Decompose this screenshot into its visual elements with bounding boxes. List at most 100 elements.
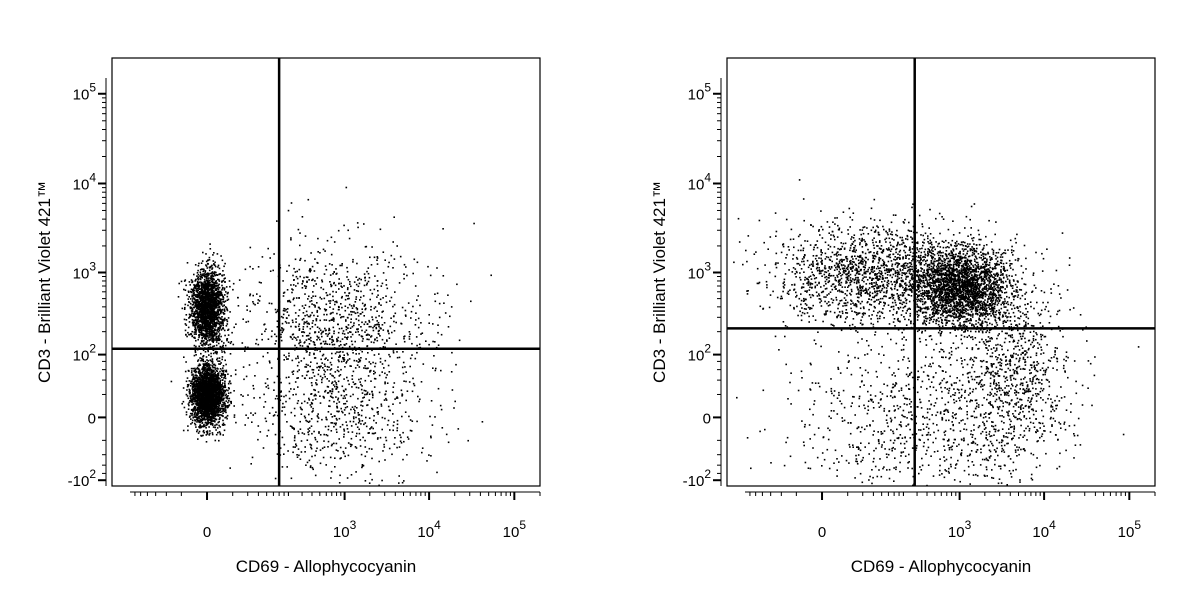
event-dot — [235, 323, 237, 325]
event-dot — [276, 220, 278, 222]
event-dot — [217, 316, 220, 318]
event-dot — [338, 417, 341, 420]
event-dot — [218, 278, 220, 281]
event-dot — [213, 314, 216, 317]
event-dot — [383, 367, 385, 369]
event-dot — [219, 433, 222, 436]
event-dot — [197, 438, 199, 440]
event-dot — [194, 367, 196, 370]
event-dot — [203, 285, 205, 288]
event-dot — [334, 284, 337, 287]
event-dot — [191, 281, 193, 284]
event-dot — [189, 412, 192, 415]
event-dot — [210, 411, 213, 413]
event-dot — [344, 402, 347, 405]
event-dot — [318, 365, 320, 368]
event-dot — [207, 286, 209, 289]
event-dot — [207, 272, 209, 275]
event-dot — [309, 466, 312, 469]
event-dot — [319, 338, 321, 341]
event-dot — [368, 361, 371, 363]
event-dot — [364, 321, 367, 323]
event-dot — [276, 310, 279, 313]
event-dot — [326, 343, 329, 345]
event-dot — [312, 295, 314, 297]
event-dot — [344, 366, 346, 368]
event-dot — [315, 450, 317, 452]
event-dot — [481, 421, 484, 423]
event-dot — [370, 380, 372, 382]
event-dot — [221, 289, 223, 291]
event-dot — [221, 298, 223, 301]
event-dot — [325, 357, 327, 359]
event-dot — [385, 390, 387, 393]
event-dot — [366, 270, 368, 273]
event-dot — [194, 380, 197, 383]
event-dot — [213, 322, 216, 325]
event-dot — [214, 261, 216, 264]
event-dot — [241, 403, 244, 406]
event-dot — [200, 327, 202, 330]
event-dot — [198, 313, 200, 315]
event-dot — [357, 285, 360, 288]
event-dot — [192, 395, 194, 397]
event-dot — [209, 418, 212, 421]
event-dot — [394, 398, 396, 400]
event-dot — [334, 457, 336, 459]
event-dot — [198, 417, 200, 420]
event-dot — [198, 262, 200, 265]
event-dot — [207, 422, 210, 425]
event-dot — [286, 421, 288, 423]
event-dot — [305, 366, 308, 368]
event-dot — [347, 298, 349, 300]
event-dot — [339, 350, 342, 353]
event-dot — [411, 390, 414, 393]
event-dot — [347, 306, 349, 309]
event-dot — [337, 339, 339, 342]
event-dot — [323, 319, 326, 321]
event-dot — [205, 376, 207, 378]
event-dot — [188, 333, 190, 336]
event-dot — [210, 408, 212, 411]
event-dot — [312, 407, 314, 410]
event-dot — [222, 379, 224, 381]
event-dot — [191, 394, 193, 396]
event-dot — [351, 406, 354, 408]
event-dot — [218, 338, 220, 340]
event-dot — [414, 357, 417, 360]
event-dot — [346, 288, 349, 291]
event-dot — [299, 257, 302, 260]
event-dot — [195, 284, 197, 287]
event-dot — [359, 445, 362, 447]
event-dot — [377, 321, 380, 324]
event-dot — [201, 337, 203, 340]
event-dot — [281, 322, 284, 325]
event-dot — [337, 380, 340, 383]
event-dot — [330, 470, 333, 473]
event-dot — [219, 380, 221, 383]
event-dot — [311, 265, 314, 268]
event-dot — [376, 310, 378, 312]
event-dot — [379, 335, 381, 337]
event-dot — [408, 331, 411, 333]
event-dot — [331, 343, 334, 346]
event-dot — [310, 447, 313, 450]
event-dot — [340, 407, 342, 410]
event-dot — [183, 308, 186, 310]
event-dot — [213, 292, 216, 295]
event-dot — [188, 321, 191, 323]
event-dot — [353, 346, 356, 349]
event-dot — [371, 246, 373, 248]
event-dot — [330, 364, 333, 366]
event-dot — [358, 418, 360, 420]
event-dot — [198, 312, 201, 314]
event-dot — [336, 340, 338, 343]
event-dot — [304, 287, 307, 289]
event-dot — [224, 407, 226, 410]
event-dot — [212, 305, 215, 308]
event-dot — [196, 272, 199, 274]
event-dot — [330, 392, 333, 395]
event-dot — [367, 267, 370, 269]
event-dot — [343, 428, 345, 431]
event-dot — [202, 326, 205, 329]
